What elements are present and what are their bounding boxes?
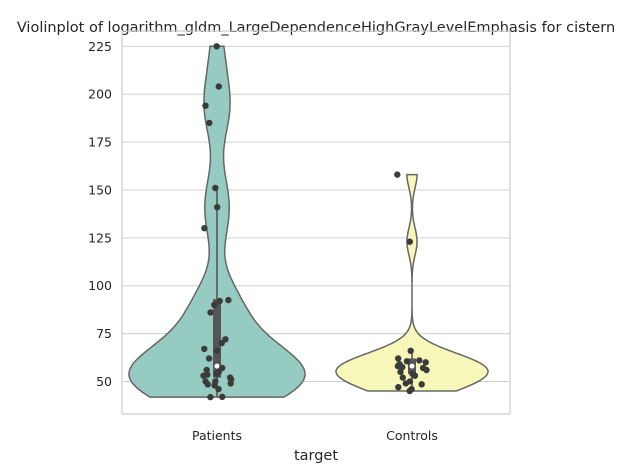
point-controls-15 (399, 374, 406, 381)
y-tick-50: 50 (96, 374, 112, 389)
y-tick-125: 125 (88, 230, 112, 245)
point-controls-12 (397, 368, 404, 376)
point-controls-5 (403, 358, 411, 365)
chart-title: Violinplot of logarithm_gldm_LargeDepend… (17, 20, 615, 36)
point-patients-13 (201, 345, 208, 353)
point-patients-21 (200, 372, 207, 379)
point-controls-0 (394, 171, 401, 178)
box-plots (213, 188, 416, 398)
point-patients-1 (215, 83, 222, 90)
y-tick-175: 175 (88, 135, 112, 150)
point-patients-10 (207, 309, 214, 316)
point-patients-29 (215, 385, 222, 393)
point-patients-17 (203, 366, 210, 374)
point-patients-8 (216, 297, 223, 305)
point-patients-3 (206, 119, 213, 127)
y-tick-225: 225 (88, 39, 112, 54)
point-controls-6 (422, 359, 429, 366)
point-patients-12 (218, 339, 225, 347)
point-patients-14 (213, 347, 221, 354)
point-controls-9 (399, 363, 406, 371)
point-patients-2 (202, 102, 209, 109)
point-controls-14 (411, 372, 419, 379)
violin-controls (335, 173, 489, 392)
violins (128, 45, 489, 398)
x-tick-labels: Patients Controls (192, 428, 438, 443)
point-controls-4 (416, 357, 423, 364)
y-tick-75: 75 (96, 326, 112, 341)
point-controls-3 (395, 355, 402, 362)
data-points (200, 43, 430, 401)
point-controls-21 (406, 387, 413, 395)
y-tick-150: 150 (88, 182, 112, 197)
median-controls (409, 363, 415, 369)
point-patients-19 (213, 370, 220, 377)
x-tick-patients: Patients (192, 428, 242, 443)
y-tick-100: 100 (88, 278, 112, 293)
point-patients-7 (225, 296, 232, 304)
point-patients-26 (227, 380, 234, 387)
point-patients-27 (204, 381, 211, 388)
point-patients-15 (205, 355, 213, 362)
point-controls-1 (406, 238, 413, 245)
x-tick-controls: Controls (386, 428, 438, 443)
point-controls-11 (423, 366, 430, 374)
y-tick-labels: 50 75 100 125 150 175 200 225 (88, 39, 112, 389)
point-controls-2 (407, 347, 414, 354)
point-patients-0 (213, 43, 220, 50)
point-controls-18 (418, 381, 425, 388)
point-patients-4 (212, 184, 219, 192)
point-patients-6 (201, 225, 208, 232)
iqr-box-patients (213, 299, 221, 378)
point-patients-9 (211, 301, 218, 308)
point-controls-17 (402, 380, 409, 387)
point-patients-31 (207, 393, 214, 401)
median-patients (214, 363, 220, 369)
point-patients-5 (214, 204, 221, 211)
plot-frame (121, 30, 511, 415)
point-controls-19 (395, 384, 402, 391)
point-patients-30 (219, 393, 226, 400)
x-axis-label: target (294, 448, 338, 464)
y-tick-200: 200 (88, 87, 112, 102)
